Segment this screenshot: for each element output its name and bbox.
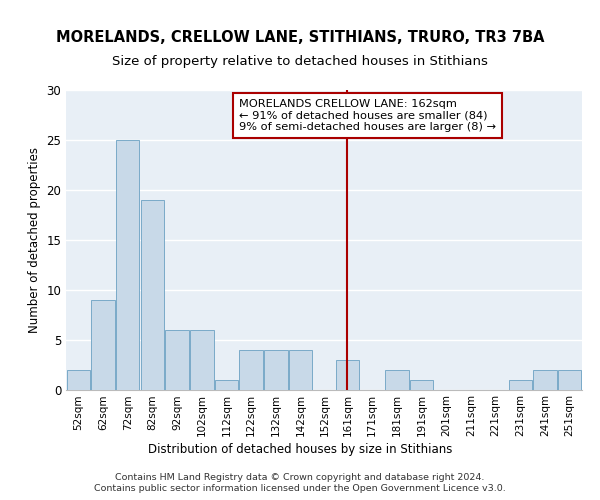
Text: Contains public sector information licensed under the Open Government Licence v3: Contains public sector information licen… [94,484,506,493]
Bar [190,330,214,390]
Bar [509,380,532,390]
Bar [533,370,557,390]
Text: Contains HM Land Registry data © Crown copyright and database right 2024.: Contains HM Land Registry data © Crown c… [115,472,485,482]
Bar [91,300,115,390]
Bar [558,370,581,390]
Bar [116,140,139,390]
Bar [239,350,263,390]
Bar [215,380,238,390]
Bar [67,370,90,390]
Text: MORELANDS, CRELLOW LANE, STITHIANS, TRURO, TR3 7BA: MORELANDS, CRELLOW LANE, STITHIANS, TRUR… [56,30,544,45]
Text: Size of property relative to detached houses in Stithians: Size of property relative to detached ho… [112,55,488,68]
Bar [336,360,359,390]
Bar [410,380,433,390]
Bar [140,200,164,390]
Bar [166,330,189,390]
Bar [289,350,312,390]
Text: MORELANDS CRELLOW LANE: 162sqm
← 91% of detached houses are smaller (84)
9% of s: MORELANDS CRELLOW LANE: 162sqm ← 91% of … [239,99,496,132]
Text: Distribution of detached houses by size in Stithians: Distribution of detached houses by size … [148,442,452,456]
Bar [264,350,287,390]
Bar [385,370,409,390]
Y-axis label: Number of detached properties: Number of detached properties [28,147,41,333]
